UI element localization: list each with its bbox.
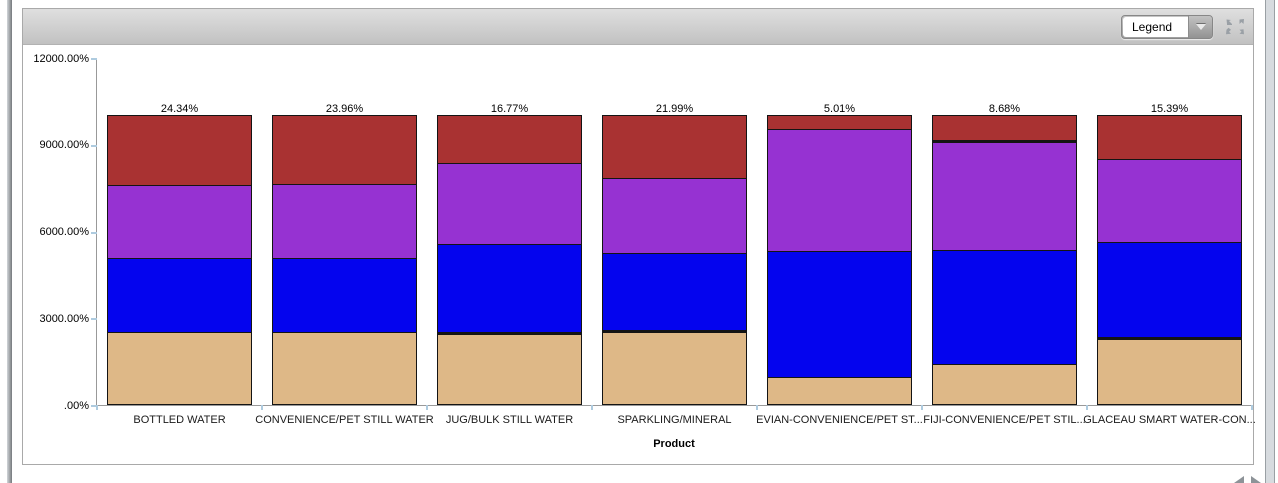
window-frame-left — [7, 0, 12, 483]
y-axis-tick-label: 9000.00% — [39, 139, 89, 152]
legend-dropdown-button[interactable] — [1188, 16, 1212, 38]
bar-segment[interactable]: 25.29% — [108, 173, 251, 259]
bar-segment[interactable]: 42.22% — [768, 117, 911, 252]
category-label: EVIAN-CONVENIENCE/PET ST... — [756, 414, 923, 426]
category-label: GLACEAU SMART WATER-CON... — [1083, 414, 1256, 426]
pager-arrows — [1234, 476, 1261, 483]
bar-segment[interactable]: 5.01% — [768, 103, 911, 130]
y-axis-tick-mark — [91, 144, 97, 147]
chart-area: Product 12000.00% 9000.00% 6000.00% 3000.00… — [23, 46, 1256, 464]
bar-segment[interactable]: 24.86% — [108, 320, 251, 404]
bar-segment[interactable]: 16.77% — [438, 103, 581, 164]
stacked-bar[interactable]: 24.93%25.72%25.38% 23.96% — [272, 103, 417, 405]
bar-segment[interactable]: 24.34% — [108, 103, 251, 186]
segment-value-label: 16.77% — [490, 102, 529, 115]
x-axis-tick-mark — [96, 405, 98, 410]
x-axis-tick-mark — [921, 405, 923, 410]
legend-dropdown[interactable]: Legend — [1121, 15, 1213, 39]
chart-panel: Legend Product 12000.00% 90 — [22, 8, 1256, 465]
y-axis-tick-mark — [91, 405, 97, 407]
legend-dropdown-value: Legend — [1123, 17, 1188, 37]
bar-segment[interactable]: 25.72% — [273, 246, 416, 332]
bar-slot: 23.3%32.67%28.65% 15.39% GLACEAU SMART WAT… — [1083, 59, 1256, 426]
bar-slot: 13.69%39.43%38.21% 8.68% FIJI-CONVENIENCE/… — [922, 59, 1087, 426]
bar-segment[interactable]: 25.75% — [603, 166, 746, 253]
bar-segment[interactable]: 28.65% — [1098, 147, 1241, 243]
bar-segment[interactable]: 25.7% — [603, 320, 746, 404]
bar-segment[interactable]: 25.52% — [108, 246, 251, 333]
bar-slot: 24.86%25.52%25.29% 24.34% BOTTLED WATER — [97, 59, 262, 426]
x-axis-tick-mark — [756, 405, 758, 410]
bar-slot: 9.4%43.36%42.22% 5.01% EVIAN-CONVENIENCE/P… — [756, 59, 923, 426]
segment-value-label: 5.01% — [823, 102, 856, 115]
stacked-bar[interactable]: 25%30.37%27.86% 16.77% — [437, 103, 582, 405]
bar-segment[interactable]: 9.4% — [768, 365, 911, 404]
bar-segment[interactable]: 32.67% — [1098, 230, 1241, 337]
y-axis-tick-label: 6000.00% — [39, 226, 89, 238]
y-axis-tick-label: 3000.00% — [39, 312, 89, 325]
x-axis-tick-mark — [591, 405, 593, 410]
bar-slot: 25.7%26.56%25.75% 21.99% SPARKLING/MINERAL — [592, 59, 757, 426]
bar-segment[interactable]: 23.3% — [1098, 327, 1241, 404]
bar-segment[interactable]: 25.38% — [273, 172, 416, 258]
y-axis-tick-mark — [91, 231, 97, 234]
bar-segment[interactable]: 24.93% — [273, 320, 416, 404]
bar-segment[interactable]: 30.37% — [438, 232, 581, 332]
y-axis-tick-mark — [91, 318, 97, 321]
x-axis-tick-mark — [261, 405, 263, 410]
window-frame-right — [1265, 0, 1275, 483]
bar-segment[interactable]: 21.99% — [603, 103, 746, 179]
x-axis-tick-mark — [426, 405, 428, 410]
bar-segment[interactable]: 13.69% — [933, 352, 1076, 404]
bar-segment[interactable]: 8.68% — [933, 103, 1076, 140]
chevron-down-icon — [1195, 24, 1206, 30]
bar-segment[interactable]: 26.56% — [603, 241, 746, 330]
next-arrow-icon[interactable] — [1251, 476, 1261, 483]
stacked-bar[interactable]: 23.3%32.67%28.65% 15.39% — [1097, 103, 1242, 405]
category-label: JUG/BULK STILL WATER — [445, 414, 574, 426]
segment-value-label: 8.68% — [988, 102, 1021, 115]
previous-arrow-icon[interactable] — [1234, 476, 1244, 483]
category-label: SPARKLING/MINERAL — [617, 414, 732, 426]
bar-segment[interactable]: 15.39% — [1098, 103, 1241, 160]
maximize-icon — [1226, 19, 1244, 35]
segment-value-label: 24.34% — [160, 102, 199, 115]
bar-segment[interactable]: 23.96% — [273, 103, 416, 185]
x-axis-tick-mark — [1251, 405, 1253, 410]
bar-segment[interactable]: 43.36% — [768, 239, 911, 377]
bar-segment[interactable]: 27.86% — [438, 151, 581, 244]
segment-value-label: 21.99% — [655, 102, 694, 115]
category-label: CONVENIENCE/PET STILL WATER — [255, 414, 434, 426]
x-axis-tick-mark — [1086, 405, 1088, 410]
category-label: FIJI-CONVENIENCE/PET STIL... — [923, 414, 1086, 426]
stacked-bar[interactable]: 13.69%39.43%38.21% 8.68% — [932, 103, 1077, 405]
segment-value-label: 15.39% — [1150, 102, 1189, 115]
stacked-bar[interactable]: 9.4%43.36%42.22% 5.01% — [767, 103, 912, 405]
x-axis-title: Product — [653, 438, 695, 450]
stacked-bar[interactable]: 24.86%25.52%25.29% 24.34% — [107, 103, 252, 405]
bar-segment[interactable]: 25% — [438, 322, 581, 404]
plot-area: Product 12000.00% 9000.00% 6000.00% 3000.00… — [33, 53, 1256, 451]
category-label: BOTTLED WATER — [133, 414, 226, 426]
y-axis-tick-label: .00% — [63, 399, 89, 412]
bar-segment[interactable]: 39.43% — [933, 238, 1076, 365]
y-axis-tick-label: 12000.00% — [33, 52, 89, 65]
stacked-bar[interactable]: 25.7%26.56%25.75% 21.99% — [602, 103, 747, 405]
bar-segment[interactable]: 38.21% — [933, 130, 1076, 251]
bar-slot: 25%30.37%27.86% 16.77% JUG/BULK STILL WATE… — [427, 59, 592, 426]
segment-value-label: 23.96% — [325, 102, 364, 115]
bar-slot: 24.93%25.72%25.38% 23.96% CONVENIENCE/PET … — [255, 59, 433, 426]
y-axis-tick-mark — [91, 58, 97, 60]
chart-toolbar: Legend — [23, 9, 1253, 45]
maximize-button[interactable] — [1226, 19, 1244, 35]
